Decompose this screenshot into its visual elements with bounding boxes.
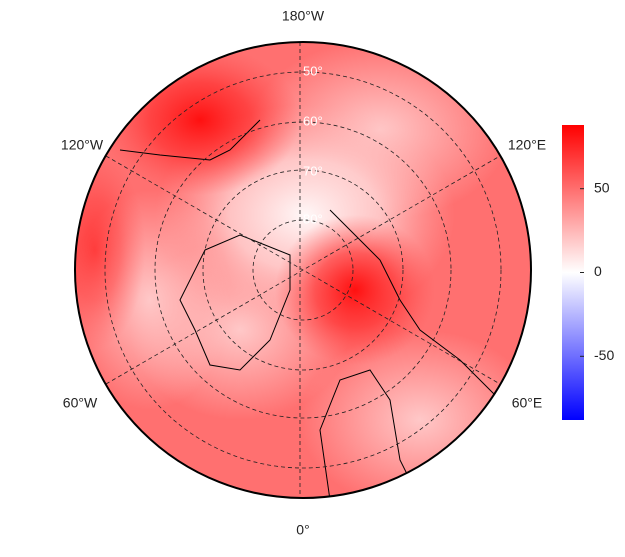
colorbar-fill (562, 125, 584, 420)
longitude-label: 60°E (512, 395, 543, 411)
map-boundary (74, 41, 532, 499)
colorbar-tick-label: -50 (594, 347, 614, 363)
colorbar-tick-label: 0 (594, 263, 602, 279)
latitude-label: 70° (303, 163, 323, 178)
latitude-label: 80° (303, 211, 323, 226)
latitude-label: 60° (303, 113, 323, 128)
longitude-label: 120°E (508, 137, 546, 153)
longitude-label: 120°W (61, 137, 104, 153)
colorbar: -50 0 50 (562, 125, 614, 420)
longitude-label: 60°W (63, 395, 98, 411)
latitude-label: 50° (303, 63, 323, 78)
longitude-label: 0° (296, 522, 309, 538)
longitude-label: 180°W (282, 8, 325, 24)
colorbar-tick-label: 50 (594, 179, 610, 195)
